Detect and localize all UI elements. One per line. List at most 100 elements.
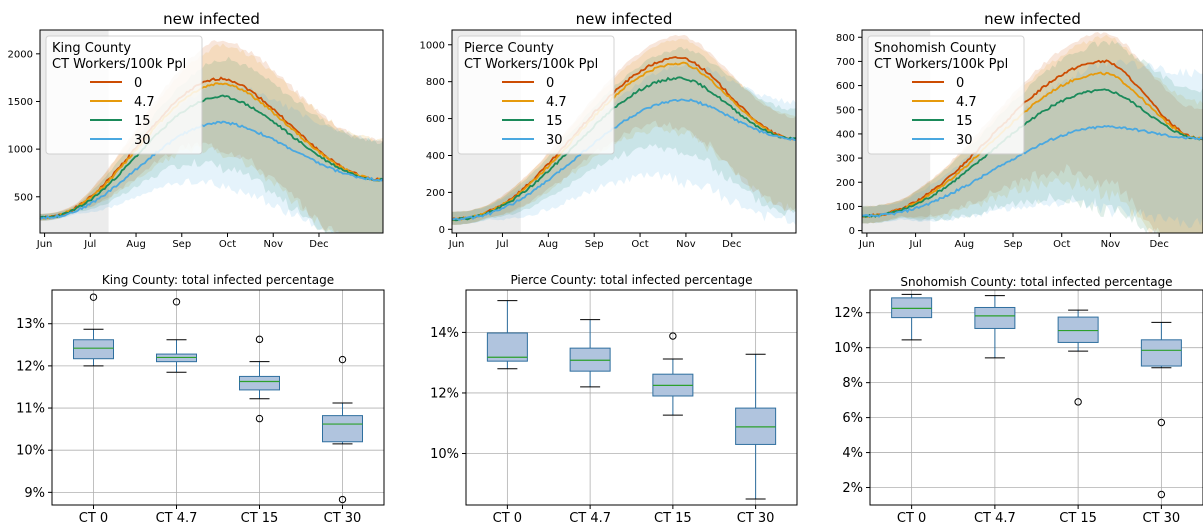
- x-tick-label: Dec: [1149, 239, 1168, 250]
- y-tick-label: 300: [836, 154, 855, 165]
- legend-title-line2: CT Workers/100k Ppl: [52, 57, 186, 72]
- series-band: [452, 38, 796, 225]
- box-chart-pierce: Pierce County: total infected percentage…: [430, 273, 798, 524]
- series-band: [862, 40, 1203, 233]
- y-tick-label: 2000: [8, 49, 33, 60]
- outlier-point: [1157, 490, 1166, 499]
- y-tick-label: 400: [426, 151, 445, 162]
- legend-title-line1: Snohomish County: [874, 41, 997, 56]
- x-tick-label: Oct: [219, 239, 236, 250]
- outlier-point: [1074, 398, 1082, 406]
- box-iqr: [974, 306, 1016, 329]
- series-line: [39, 94, 384, 220]
- chart-title: Pierce County: total infected percentage: [510, 273, 752, 287]
- y-tick-label: 600: [426, 114, 445, 125]
- box-iqr: [735, 407, 777, 445]
- x-tick-label: Nov: [263, 239, 283, 250]
- x-tick-label: Sep: [172, 239, 191, 250]
- box-iqr: [1057, 316, 1099, 343]
- x-tick-label: Nov: [1101, 239, 1121, 250]
- axes-frame: [861, 29, 1203, 234]
- y-tick-label: 13%: [16, 317, 45, 332]
- x-tick-label: CT 0: [79, 511, 108, 524]
- outlier-point: [89, 293, 98, 301]
- series-line: [451, 56, 796, 221]
- outlier-point: [338, 495, 347, 504]
- x-tick-label: Aug: [955, 239, 975, 250]
- outlier-point: [255, 335, 264, 344]
- y-tick-label: 1000: [420, 40, 445, 51]
- chart-title: King County: total infected percentage: [102, 273, 334, 287]
- x-tick-label: CT 4.7: [156, 511, 198, 524]
- axes-frame: [869, 289, 1203, 506]
- x-tick-label: Sep: [585, 239, 604, 250]
- box-iqr: [891, 297, 933, 319]
- legend-label: 30: [956, 133, 973, 148]
- box-iqr: [569, 347, 611, 372]
- y-tick-label: 10%: [834, 341, 863, 356]
- x-tick-label: CT 15: [654, 511, 692, 524]
- legend-label: 0: [546, 76, 554, 91]
- series-line: [861, 88, 1203, 218]
- outlier-point: [1157, 418, 1166, 427]
- legend-label: 15: [134, 114, 151, 129]
- x-tick-label: CT 15: [1059, 511, 1097, 524]
- axes-frame: [51, 289, 385, 506]
- y-tick-label: 14%: [430, 326, 459, 341]
- y-tick-label: 100: [836, 202, 855, 213]
- y-tick-label: 0: [439, 225, 445, 236]
- outlier-point: [255, 414, 264, 423]
- y-tick-label: 800: [836, 33, 855, 44]
- y-tick-label: 1000: [8, 145, 33, 156]
- x-tick-label: CT 30: [324, 511, 362, 524]
- x-tick-label: Jun: [448, 239, 465, 250]
- y-tick-label: 600: [836, 81, 855, 92]
- x-tick-label: CT 4.7: [974, 511, 1016, 524]
- x-tick-label: Dec: [722, 239, 741, 250]
- y-tick-label: 1500: [8, 97, 33, 108]
- legend-title-line2: CT Workers/100k Ppl: [874, 57, 1008, 72]
- series-band: [40, 80, 383, 233]
- line-chart-pierce: new infected 0 200 400 600 800 1000 Jun Jul Aug Se…: [420, 10, 797, 250]
- axes-frame: [39, 29, 384, 234]
- x-tick-label: Jul: [83, 239, 96, 250]
- y-tick-label: 11%: [16, 402, 45, 417]
- outlier-point: [338, 355, 347, 364]
- box-iqr: [322, 415, 363, 443]
- line-chart-snohomish: new infected0100200300400500600700800Jun…: [836, 10, 1203, 250]
- y-tick-label: 8%: [842, 376, 863, 391]
- legend-label: 4.7: [956, 95, 977, 110]
- y-tick-label: 12%: [834, 306, 863, 321]
- y-tick-label: 700: [836, 57, 855, 68]
- series-line: [451, 98, 796, 221]
- line-chart-king: new infected 500 1000 1500 2000 Jun Jul Aug Sep O…: [8, 10, 384, 250]
- y-tick-label: 500: [836, 105, 855, 116]
- legend-box: [457, 35, 615, 155]
- x-tick-label: Jun: [36, 239, 53, 250]
- series-line: [861, 125, 1203, 218]
- legend-title-line2: CT Workers/100k Ppl: [464, 57, 598, 72]
- x-tick-label: CT 15: [241, 511, 279, 524]
- outlier-point: [172, 298, 181, 306]
- x-tick-label: CT 0: [493, 511, 522, 524]
- x-tick-label: Dec: [309, 239, 328, 250]
- legend-label: 15: [546, 114, 563, 129]
- chart-title: new infected: [576, 10, 673, 28]
- box-iqr: [486, 332, 528, 362]
- legend-label: 4.7: [546, 95, 567, 110]
- y-tick-label: 9%: [24, 486, 45, 501]
- series-band: [862, 34, 1203, 234]
- x-tick-label: Jun: [858, 239, 875, 250]
- legend-label: 0: [956, 76, 964, 91]
- legend-label: 15: [956, 114, 973, 129]
- series-band: [40, 56, 383, 233]
- legend-label: 4.7: [134, 95, 155, 110]
- x-tick-label: CT 30: [1143, 511, 1181, 524]
- y-tick-label: 400: [836, 129, 855, 140]
- series-line: [861, 59, 1203, 219]
- x-tick-label: Jul: [495, 239, 508, 250]
- x-tick-label: Nov: [676, 239, 696, 250]
- y-tick-label: 800: [426, 77, 445, 88]
- x-tick-label: Aug: [126, 239, 146, 250]
